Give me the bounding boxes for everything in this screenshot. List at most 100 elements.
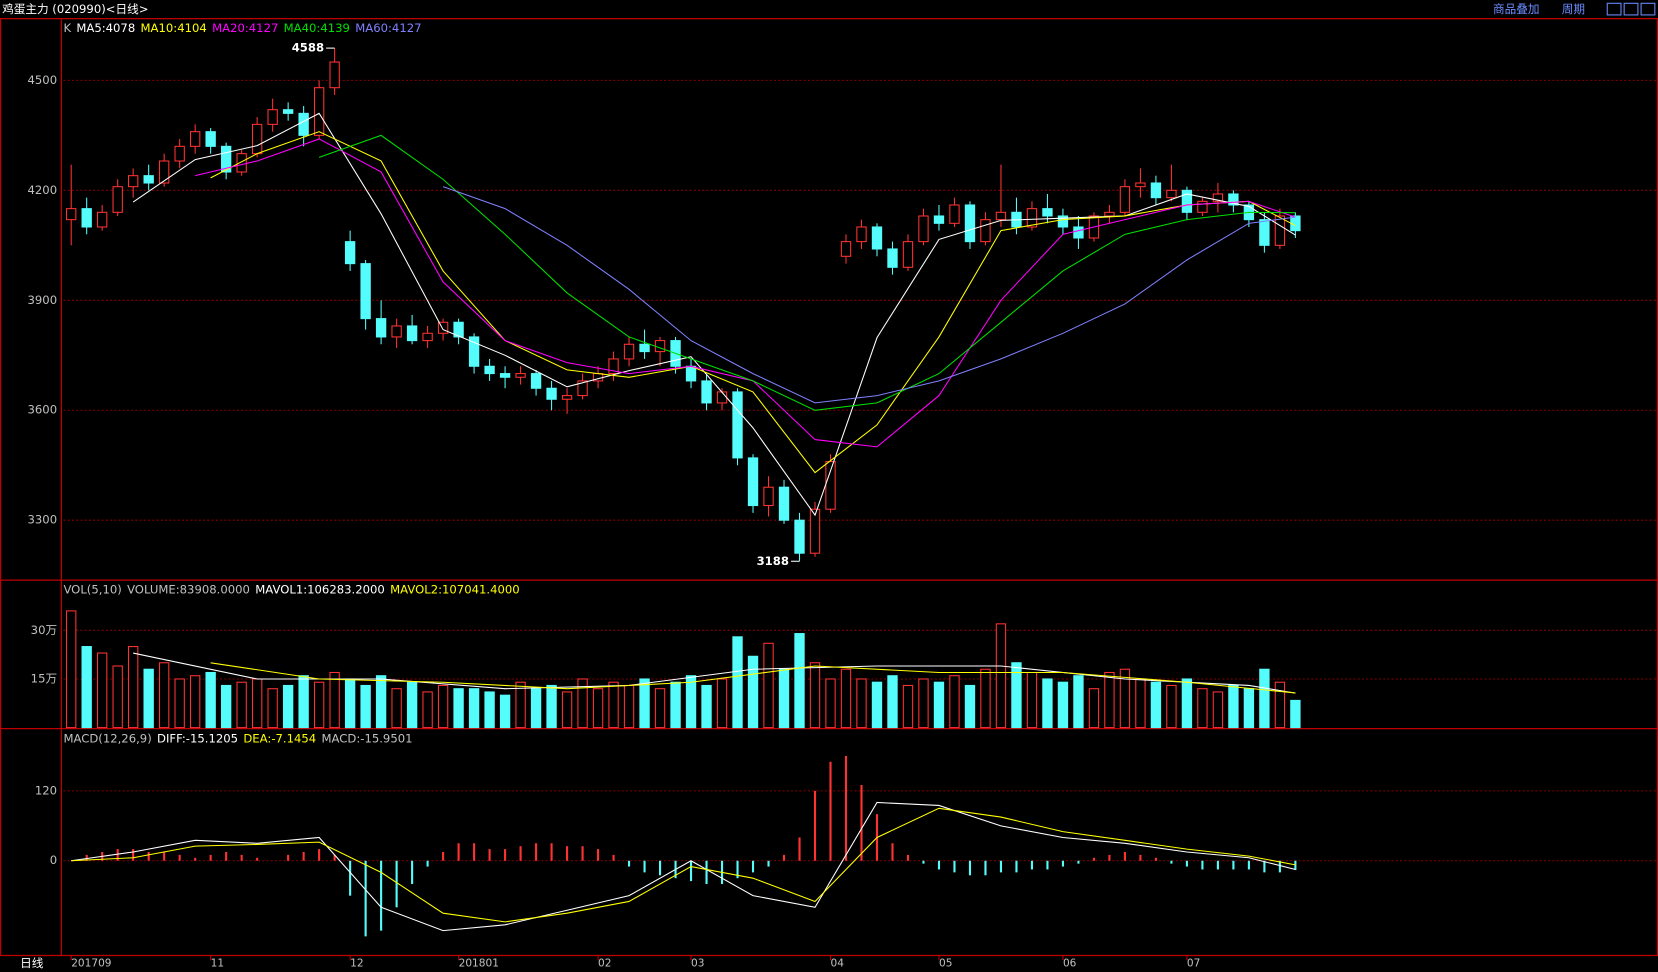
legend-entry: MACD(12,26,9) xyxy=(63,732,151,746)
candle-body xyxy=(794,519,805,554)
candle-body xyxy=(1073,226,1084,239)
line-series xyxy=(318,134,1296,411)
candle-body xyxy=(778,486,790,521)
y-tick-label: 30万 xyxy=(31,623,57,637)
nav-button[interactable] xyxy=(1623,2,1639,16)
volume-bar xyxy=(809,662,821,729)
volume-bar xyxy=(236,681,247,729)
volume-bar xyxy=(66,610,77,729)
volume-bar xyxy=(298,675,309,729)
volume-bar xyxy=(375,675,387,729)
volume-bar xyxy=(918,678,929,729)
volume-bar xyxy=(670,681,681,729)
volume-bar xyxy=(778,668,790,729)
line-series xyxy=(71,807,1296,923)
volume-bar xyxy=(81,646,92,729)
candle-body xyxy=(220,145,232,173)
candle-body xyxy=(747,457,759,507)
volume-bar xyxy=(391,688,402,729)
candle-body xyxy=(608,358,619,375)
volume-bar xyxy=(1104,671,1115,729)
y-tick-label: 3900 xyxy=(28,293,58,307)
candle-body xyxy=(282,109,294,114)
legend-entry: VOLUME:83908.0000 xyxy=(127,583,250,597)
candle-body xyxy=(453,321,464,338)
volume-bar xyxy=(1274,681,1286,729)
nav-button[interactable] xyxy=(1640,2,1656,16)
candle-body xyxy=(887,248,898,268)
candle-body xyxy=(732,391,743,459)
volume-bar xyxy=(1290,699,1301,729)
volume-bar xyxy=(112,665,123,729)
candle-body xyxy=(499,373,511,378)
legend-entry: VOL(5,10) xyxy=(63,583,121,597)
candle-body xyxy=(81,208,92,228)
line-series xyxy=(210,131,1296,474)
candle-body xyxy=(267,109,278,125)
volume-bar xyxy=(251,678,263,729)
volume-bar xyxy=(856,678,867,729)
legend-entry: MA40:4139 xyxy=(284,21,350,35)
volume-bar xyxy=(546,684,557,729)
volume-bar xyxy=(1073,675,1084,729)
candle-body xyxy=(329,61,340,89)
legend-entry: MA60:4127 xyxy=(355,21,421,35)
nav-button[interactable] xyxy=(1606,2,1622,16)
volume-bar xyxy=(1011,662,1022,729)
volume-bar xyxy=(1181,678,1193,729)
volume-bar xyxy=(1026,671,1038,729)
candle-body xyxy=(856,226,867,243)
volume-bar xyxy=(995,623,1007,729)
x-tick-label: 07 xyxy=(1187,957,1200,969)
candle-body xyxy=(1259,219,1270,246)
volume-bar xyxy=(1212,691,1224,729)
candle-body xyxy=(1228,193,1239,206)
candle-body xyxy=(1135,182,1146,188)
legend-entry: MA20:4127 xyxy=(212,21,278,35)
candle-body xyxy=(251,123,263,155)
y-tick-label: 120 xyxy=(35,783,57,797)
volume-bar xyxy=(406,681,418,729)
volume-bar xyxy=(592,688,604,729)
candle-body xyxy=(716,391,728,404)
volume-bar xyxy=(127,646,139,729)
volume-bar xyxy=(1135,678,1146,729)
candle-body xyxy=(1042,208,1053,217)
volume-bar xyxy=(313,681,325,729)
volume-bar xyxy=(794,633,805,729)
toolbar-button[interactable]: 周期 xyxy=(1562,2,1585,16)
candle-body xyxy=(236,153,247,173)
volume-bar xyxy=(143,668,154,729)
volume-bar xyxy=(1150,681,1162,729)
volume-bar xyxy=(871,681,883,729)
candle-body xyxy=(1026,208,1038,228)
candle-body xyxy=(577,380,588,397)
volume-bar xyxy=(1119,668,1131,729)
candle-body xyxy=(1119,186,1131,213)
candle-body xyxy=(871,226,883,250)
candle-body xyxy=(515,373,526,378)
candle-body xyxy=(902,241,914,268)
candle-body xyxy=(468,336,480,367)
candle-body xyxy=(344,241,356,265)
chart-title: 鸡蛋主力 (020990)<日线> xyxy=(2,2,148,16)
toolbar-button[interactable]: 商品叠加 xyxy=(1493,2,1540,16)
legend-entry: K xyxy=(63,21,71,35)
y-tick-label: 3600 xyxy=(28,403,58,417)
legend-entry: MAVOL1:106283.2000 xyxy=(255,583,385,597)
volume-bar xyxy=(97,652,108,729)
candle-body xyxy=(654,340,666,353)
y-tick-label: 15万 xyxy=(31,671,57,685)
volume-bar xyxy=(623,684,635,729)
y-tick-label: 3300 xyxy=(28,513,58,527)
volume-bar xyxy=(158,662,170,729)
volume-bar xyxy=(422,691,433,729)
candle-body xyxy=(158,160,170,184)
candle-body xyxy=(530,373,542,389)
annotation: 3188 xyxy=(757,554,789,568)
candle-body xyxy=(298,112,309,136)
volume-bar xyxy=(174,678,185,729)
volume-bar xyxy=(1228,684,1239,729)
candle-body xyxy=(763,486,774,507)
